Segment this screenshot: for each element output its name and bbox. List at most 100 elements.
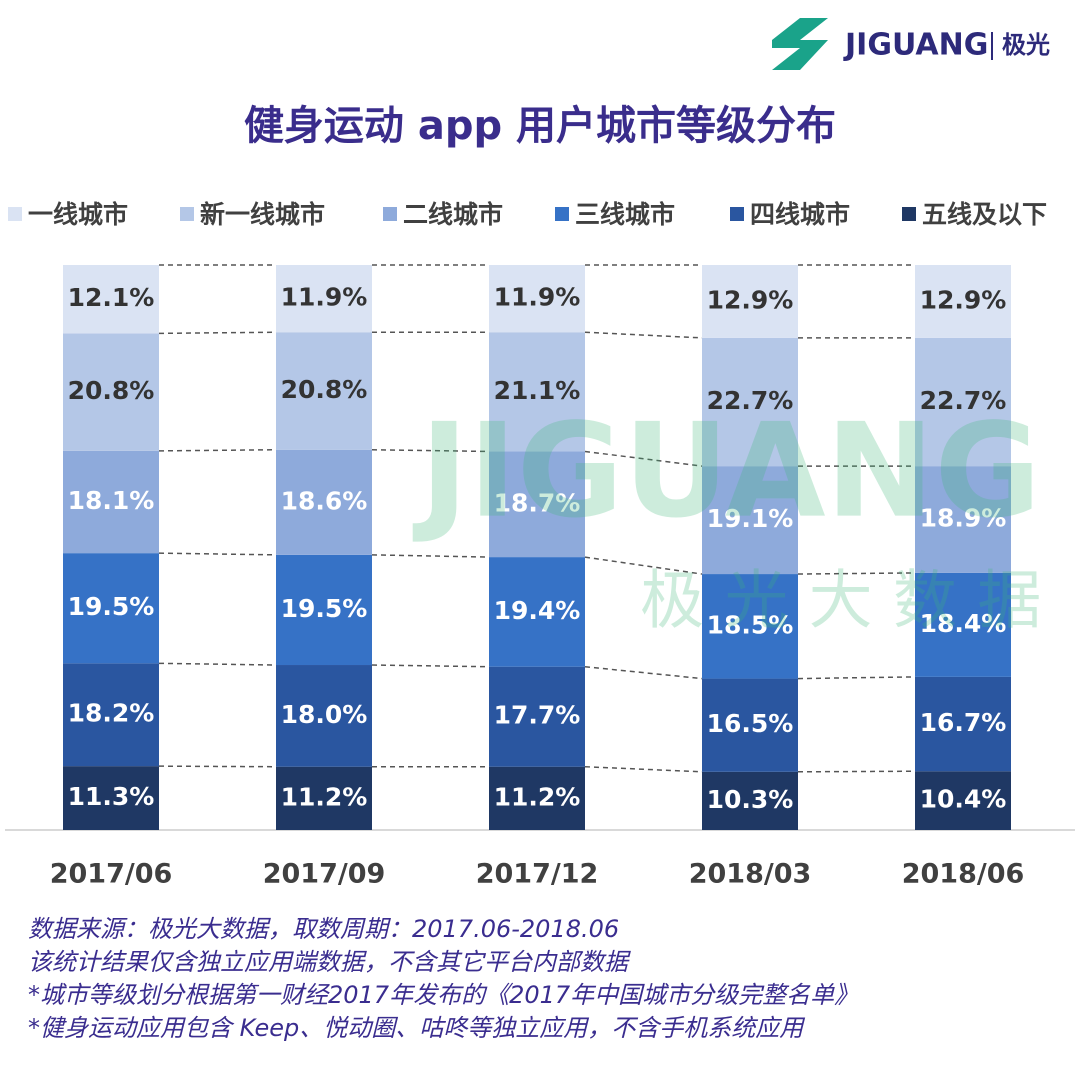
bar-segment — [276, 665, 372, 767]
data-label: 16.5% — [707, 709, 794, 738]
data-label: 10.4% — [920, 785, 1007, 814]
legend-label: 四线城市 — [750, 200, 850, 229]
connector — [584, 331, 703, 339]
connector — [158, 662, 277, 666]
data-label: 18.0% — [281, 700, 368, 729]
data-label: 11.9% — [494, 283, 581, 312]
data-label: 19.5% — [281, 594, 368, 623]
bar-segment — [63, 553, 159, 664]
data-label: 22.7% — [920, 386, 1007, 415]
connector — [371, 554, 490, 558]
connector — [584, 765, 703, 773]
bar-segment — [63, 663, 159, 767]
plot: 一线城市 新一线城市 二线城市 三线城市 四线城市 五线及以下 11.3% 18.2% 19.5… — [5, 200, 1075, 1042]
data-label: 10.3% — [707, 785, 794, 814]
data-label: 22.7% — [707, 386, 794, 415]
bar-segment — [702, 337, 798, 467]
legend-swatch — [180, 207, 194, 221]
data-label: 18.5% — [707, 610, 794, 639]
bar-segment — [702, 265, 798, 338]
x-tick-label: 2018/03 — [689, 859, 812, 890]
data-label: 12.1% — [68, 283, 155, 312]
connector — [797, 676, 916, 680]
connector — [371, 664, 490, 668]
bar-segment — [915, 265, 1011, 338]
logo-cn: 极光 — [1002, 31, 1050, 59]
bar-segment — [489, 332, 585, 452]
bar-segment — [63, 766, 159, 830]
watermark: JIGUANG 极 光 大 数 据 — [412, 395, 1041, 639]
bar-segment — [915, 572, 1011, 677]
bar-segment — [276, 554, 372, 666]
bar-segment — [63, 333, 159, 451]
bar-segment — [702, 678, 798, 772]
connector — [371, 449, 490, 453]
data-label: 11.2% — [494, 782, 581, 811]
watermark-text: JIGUANG — [412, 395, 1041, 547]
legend-swatch — [383, 207, 397, 221]
bar-segment — [276, 332, 372, 450]
data-label: 18.9% — [920, 504, 1007, 533]
legend-label: 新一线城市 — [200, 200, 325, 229]
data-label: 20.8% — [68, 376, 155, 405]
bar-segment — [276, 449, 372, 555]
x-tick-label: 2017/09 — [263, 859, 386, 890]
legend-swatch — [555, 207, 569, 221]
bar-segment — [489, 666, 585, 767]
footnote: 数据来源：极光大数据，取数周期：2017.06-2018.06 — [28, 915, 619, 943]
connector — [797, 770, 916, 773]
logo-icon — [772, 18, 828, 70]
connector — [584, 665, 703, 680]
data-label: 17.7% — [494, 701, 581, 730]
bar-segment — [915, 337, 1011, 467]
x-tick-label: 2018/06 — [902, 859, 1025, 890]
footnote: *城市等级划分根据第一财经2017年发布的《2017年中国城市分级完整名单》 — [28, 981, 858, 1009]
x-tick-label: 2017/06 — [50, 859, 173, 890]
bar-segment — [63, 265, 159, 334]
data-label: 21.1% — [494, 376, 581, 405]
legend-label: 一线城市 — [28, 200, 128, 229]
data-label: 18.7% — [494, 488, 581, 517]
bar-segment — [702, 574, 798, 679]
bar-segment — [276, 265, 372, 333]
x-tick-label: 2017/12 — [476, 859, 599, 890]
bar-segment — [915, 771, 1011, 830]
bar-segment — [915, 466, 1011, 573]
bar-segment — [702, 466, 798, 575]
connector — [158, 449, 277, 452]
data-label: 18.2% — [68, 699, 155, 728]
chart-title: 健身运动 app 用户城市等级分布 — [244, 103, 836, 149]
data-label: 16.7% — [920, 708, 1007, 737]
data-label: 18.4% — [920, 609, 1007, 638]
bar-segment — [489, 557, 585, 667]
legend-label: 三线城市 — [575, 200, 675, 229]
legend-swatch — [902, 207, 916, 221]
legend-label: 五线及以下 — [922, 200, 1047, 229]
bar-segment — [489, 265, 585, 333]
data-label: 19.1% — [707, 504, 794, 533]
legend-swatch — [8, 207, 22, 221]
connector — [158, 331, 277, 335]
footnote: *健身运动应用包含 Keep、悦动圈、咕咚等独立应用，不含手机系统应用 — [28, 1014, 805, 1042]
data-label: 18.6% — [281, 486, 368, 515]
connector — [797, 572, 916, 575]
connector — [158, 552, 277, 556]
legend-swatch — [730, 207, 744, 221]
legend-label: 二线城市 — [403, 200, 503, 229]
watermark-cn: 极 光 大 数 据 — [640, 565, 1041, 639]
bar-segment — [915, 676, 1011, 772]
bar-segment — [489, 451, 585, 558]
data-label: 11.3% — [68, 782, 155, 811]
bar-segment — [702, 771, 798, 830]
connector — [584, 450, 703, 467]
data-label: 19.4% — [494, 596, 581, 625]
footnote: 该统计结果仅含独立应用端数据，不含其它平台内部数据 — [28, 948, 631, 976]
connector — [158, 765, 277, 768]
data-label: 11.9% — [281, 283, 368, 312]
data-label: 11.2% — [281, 782, 368, 811]
data-label: 12.9% — [707, 285, 794, 314]
data-label: 12.9% — [920, 285, 1007, 314]
logo-text: JIGUANG — [843, 28, 988, 63]
data-label: 19.5% — [68, 592, 155, 621]
